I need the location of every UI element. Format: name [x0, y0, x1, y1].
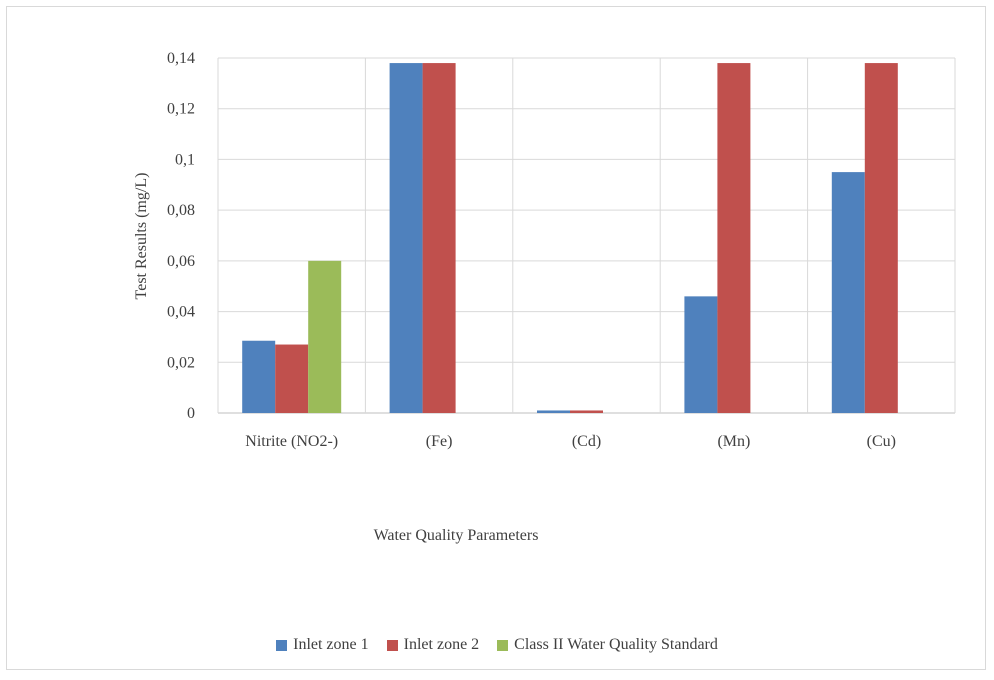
legend-swatch [276, 639, 288, 651]
bar [242, 340, 276, 413]
y-tick-label: 0,06 [167, 253, 195, 270]
x-tick-label: (Cd) [572, 433, 601, 450]
bar [275, 344, 309, 413]
bar [684, 296, 718, 413]
chart-frame [6, 6, 986, 670]
bar [537, 410, 570, 413]
y-tick-label: 0,04 [167, 304, 195, 321]
x-tick-label: (Fe) [426, 433, 453, 450]
legend-item: Inlet zone 1 [276, 636, 369, 654]
bar [717, 63, 751, 413]
legend-swatch [386, 639, 398, 651]
y-tick-label: 0,12 [167, 101, 195, 118]
legend-label: Inlet zone 2 [403, 636, 480, 653]
x-axis-title: Water Quality Parameters [374, 527, 539, 544]
legend-label: Inlet zone 1 [293, 636, 369, 653]
legend: Inlet zone 1 Inlet zone 2 Class II Water Q… [0, 636, 994, 654]
x-tick-label: (Mn) [717, 433, 750, 450]
x-tick-labels: Nitrite (NO2-) (Fe) (Cd) (Mn) (Cu) [245, 433, 896, 450]
bar [389, 63, 423, 413]
y-tick-label: 0,02 [167, 354, 195, 371]
y-axis-title: Test Results (mg/L) [133, 173, 150, 300]
legend-swatch [497, 639, 509, 651]
bar [570, 410, 603, 413]
y-tick-label: 0,1 [175, 151, 195, 168]
bar [308, 260, 342, 413]
y-tick-label: 0,14 [167, 50, 195, 67]
bars [242, 63, 898, 413]
bar [831, 172, 865, 413]
legend-item: Class II Water Quality Standard [497, 636, 718, 654]
bar [422, 63, 456, 413]
x-tick-label: Nitrite (NO2-) [245, 433, 338, 450]
legend-item: Inlet zone 2 [386, 636, 480, 654]
y-tick-labels: 0 0,02 0,04 0,06 0,08 0,1 0,12 0,14 [167, 50, 195, 422]
y-tick-label: 0,08 [167, 202, 195, 219]
y-tick-label: 0 [187, 405, 195, 422]
bar [864, 63, 898, 413]
legend-label: Class II Water Quality Standard [514, 636, 718, 653]
x-tick-label: (Cu) [867, 433, 896, 450]
